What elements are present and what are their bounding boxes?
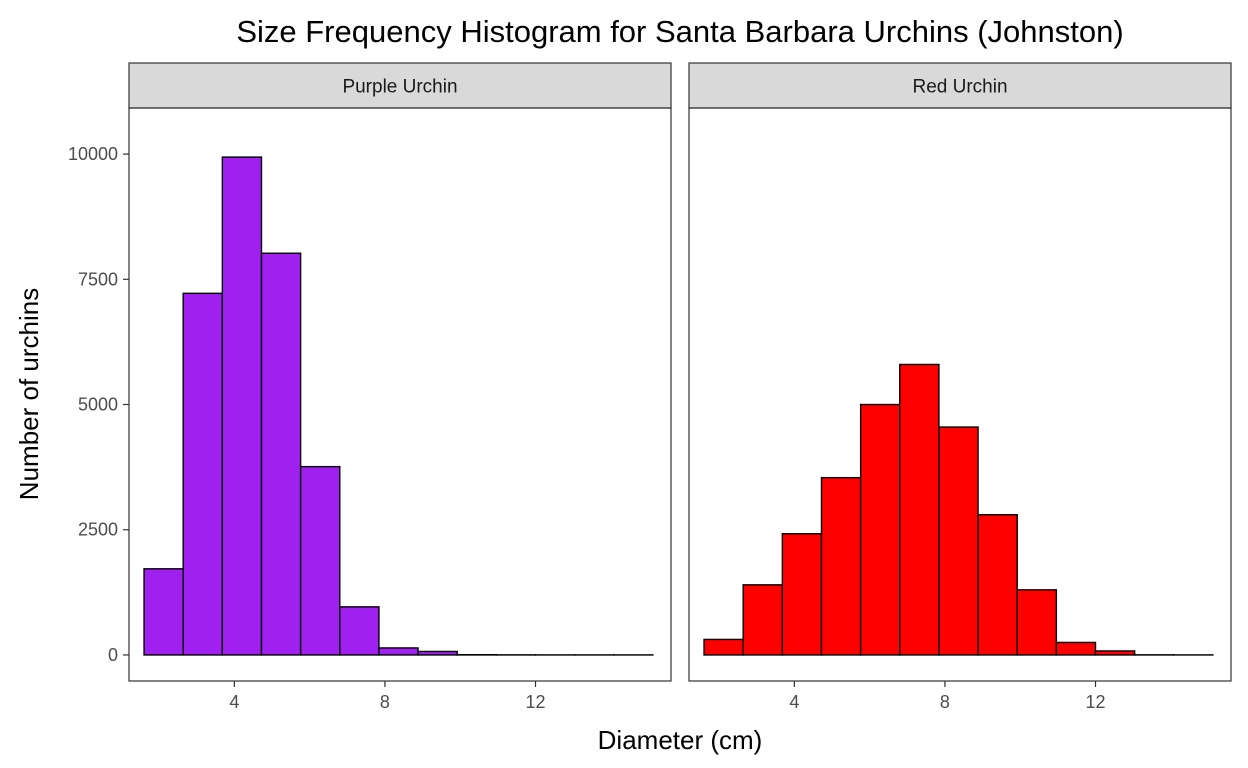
- x-tick-label: 12: [1085, 692, 1105, 712]
- histogram-bar: [339, 606, 380, 656]
- histogram-bar: [938, 426, 979, 656]
- facet-strip: [688, 62, 1232, 109]
- x-tick-label: 8: [940, 692, 950, 712]
- facet-strip: [128, 62, 672, 109]
- histogram-bar: [703, 638, 744, 656]
- facet-strip-label: Purple Urchin: [342, 77, 457, 98]
- panel-border: [688, 107, 1232, 682]
- x-tick-label: 4: [789, 692, 799, 712]
- histogram-bar: [417, 650, 458, 656]
- y-axis: 0 2500 5000 7500 10000: [68, 144, 129, 665]
- histogram-bar: [742, 584, 784, 656]
- histogram-bar: [977, 514, 1018, 656]
- histogram-bar: [221, 156, 263, 656]
- histogram-bar: [299, 465, 341, 656]
- histogram-bar: [182, 292, 224, 656]
- y-axis-title: Number of urchins: [14, 288, 44, 500]
- panel-border: [128, 107, 672, 682]
- y-tick-label: 2500: [78, 520, 118, 540]
- y-tick-label: 0: [108, 645, 118, 665]
- panel-purple-urchin: Purple Urchin 4 8 12: [128, 62, 672, 712]
- x-tick-label: 4: [229, 692, 239, 712]
- histogram-bar: [820, 476, 862, 656]
- facet-strip-label: Red Urchin: [912, 77, 1007, 98]
- x-tick-label: 12: [525, 692, 545, 712]
- facet-panels: Purple Urchin 4 8 12 Red Urchin 4 8 12: [128, 62, 1232, 712]
- histogram-bar: [781, 533, 823, 656]
- histogram-bar: [143, 568, 184, 656]
- x-tick-label: 8: [380, 692, 390, 712]
- histogram-bar: [378, 647, 419, 656]
- x-axis-title: Diameter (cm): [598, 725, 763, 755]
- y-tick-label: 5000: [78, 395, 118, 415]
- histogram-bar: [1016, 589, 1058, 656]
- y-tick-label: 10000: [68, 144, 118, 164]
- chart-title: Size Frequency Histogram for Santa Barba…: [236, 14, 1123, 49]
- y-tick-label: 7500: [78, 269, 118, 289]
- histogram-bar: [1094, 650, 1136, 656]
- panel-red-urchin: Red Urchin 4 8 12: [688, 62, 1232, 712]
- histogram-bar: [899, 363, 940, 656]
- histogram-bar: [1055, 641, 1097, 656]
- histogram-bar: [859, 403, 901, 656]
- histogram-bar: [260, 252, 302, 656]
